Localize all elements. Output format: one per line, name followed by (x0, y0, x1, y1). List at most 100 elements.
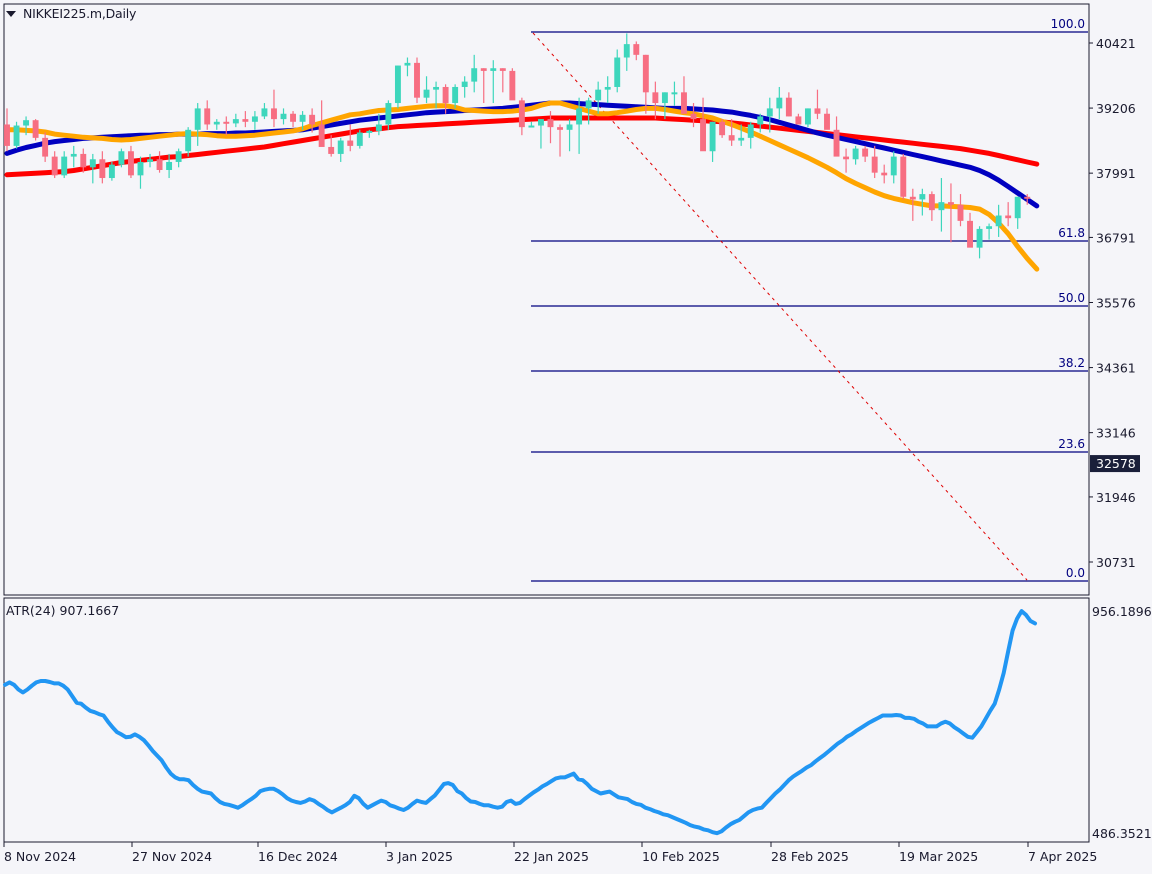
candle (175, 148, 182, 168)
price-tick-label: 36791 (1096, 230, 1136, 245)
candle (766, 97, 773, 133)
symbol-title[interactable]: NIKKEI225.m,Daily (6, 6, 136, 21)
candle (747, 121, 754, 149)
candle (671, 81, 678, 106)
candle (385, 100, 392, 130)
candle (4, 108, 10, 152)
candle (976, 226, 983, 259)
date-tick-label: 28 Feb 2025 (771, 849, 849, 864)
candle (251, 111, 258, 130)
candle (213, 119, 220, 130)
price-tick-label: 35576 (1096, 296, 1136, 311)
candle (518, 97, 525, 136)
candle (70, 145, 77, 168)
candle (576, 97, 583, 154)
candle (375, 113, 382, 136)
price-axis[interactable]: 40421 39206 37991 36791 35576 34361 33146 31946… (1089, 36, 1140, 570)
candle (566, 119, 573, 152)
candle (32, 119, 39, 141)
candle (595, 81, 602, 114)
candle (309, 108, 316, 133)
candle (366, 129, 373, 138)
candle (509, 68, 516, 101)
candle (843, 148, 850, 173)
candle (833, 116, 840, 157)
candle (738, 124, 745, 146)
candle (919, 188, 926, 216)
candle (585, 97, 592, 125)
candle (13, 121, 20, 149)
candle (967, 212, 973, 248)
candle (318, 100, 325, 147)
candle (147, 153, 153, 168)
candle (461, 76, 468, 98)
candle (299, 111, 306, 130)
candle (700, 97, 707, 152)
candle (204, 100, 211, 130)
date-axis[interactable]: 8 Nov 2024 27 Nov 2024 16 Dec 2024 3 Jan 20… (3, 842, 1097, 864)
candle (623, 33, 630, 71)
symbol-timeframe-label: NIKKEI225.m,Daily (23, 6, 137, 21)
candle (604, 76, 611, 104)
candle (194, 103, 201, 146)
candle (99, 151, 106, 184)
candle (661, 92, 668, 120)
candle (909, 188, 916, 221)
candle (356, 129, 363, 149)
candle (23, 116, 30, 136)
date-tick-label: 22 Jan 2025 (514, 849, 589, 864)
candle (795, 113, 802, 125)
candle (614, 49, 621, 93)
candle (890, 151, 897, 184)
candle (480, 68, 487, 104)
candle (166, 153, 173, 179)
price-tick-label: 30731 (1096, 555, 1136, 570)
candle (776, 86, 783, 120)
fib-level-label: 0.0 (1066, 566, 1085, 580)
candle (900, 153, 907, 200)
price-tick-label: 37991 (1096, 166, 1136, 181)
fib-level-label: 23.6 (1058, 437, 1085, 451)
candle (433, 81, 440, 109)
price-tick-label: 33146 (1096, 426, 1136, 441)
candle (785, 92, 792, 117)
candle (89, 153, 96, 184)
fib-level-label: 61.8 (1058, 226, 1085, 240)
candle (709, 121, 716, 162)
date-tick-label: 8 Nov 2024 (4, 849, 76, 864)
candle (995, 204, 1002, 237)
candle (442, 84, 449, 114)
candle (633, 41, 640, 61)
price-tick-label: 31946 (1096, 490, 1136, 505)
candle (862, 145, 869, 162)
price-tick-label: 40421 (1096, 36, 1136, 51)
candle (537, 119, 544, 149)
atr-line (3, 609, 1037, 836)
candle (452, 84, 459, 109)
dropdown-triangle-icon[interactable] (6, 10, 16, 17)
date-tick-label: 7 Apr 2025 (1028, 849, 1097, 864)
candle (957, 194, 964, 227)
candle (1005, 202, 1012, 227)
candle (137, 156, 144, 189)
candle (528, 121, 535, 128)
candle (223, 116, 230, 136)
candle (814, 89, 821, 120)
date-tick-label: 3 Jan 2025 (386, 849, 453, 864)
candle (394, 65, 401, 109)
candle (986, 223, 993, 240)
candle (871, 145, 878, 179)
fibonacci-retracement[interactable]: 100.0 61.8 50.0 38.2 23.6 0.0 (531, 17, 1088, 582)
candle (280, 108, 287, 125)
candle (423, 76, 430, 104)
candle (928, 191, 935, 221)
candle (51, 151, 58, 179)
atr-axis: 956.1896 486.3521 (1092, 604, 1152, 841)
candle (681, 76, 687, 114)
atr-tick-label: 486.3521 (1092, 826, 1152, 841)
candle (156, 151, 163, 173)
fib-level-label: 100.0 (1051, 17, 1085, 31)
candle (185, 127, 192, 157)
